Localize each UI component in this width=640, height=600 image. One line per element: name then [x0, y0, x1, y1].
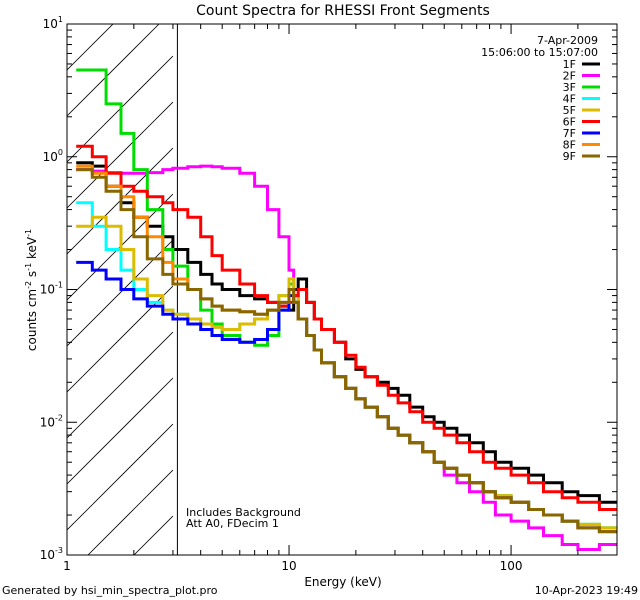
- hatch-line: [67, 24, 114, 71]
- y-tick-label: 100: [43, 148, 63, 164]
- legend-date: 7-Apr-2009: [537, 34, 598, 47]
- y-axis-label: counts cm-2 s-1 keV-1: [24, 229, 39, 351]
- hatch-line: [133, 515, 174, 555]
- footer-timestamp: 10-Apr-2023 19:49: [534, 584, 638, 597]
- y-label-part-energy: keV: [25, 236, 39, 263]
- legend-time-range: 15:06:00 to 15:07:00: [481, 46, 598, 59]
- series-6f: [76, 144, 617, 511]
- series-1f: [76, 161, 617, 504]
- legend: 7-Apr-2009 15:06:00 to 15:07:00 1F2F3F4F…: [481, 34, 600, 163]
- legend-label-8f: 8F: [563, 139, 576, 152]
- x-tick-label: 100: [500, 559, 523, 573]
- x-axis-label: Energy (keV): [304, 575, 381, 589]
- hatch-line: [67, 24, 68, 25]
- y-tick-label: 10-2: [40, 413, 63, 429]
- x-tick-label: 10: [281, 559, 296, 573]
- legend-label-4f: 4F: [563, 93, 576, 106]
- x-tick-label: 1: [63, 559, 71, 573]
- spectra-series: [76, 68, 617, 551]
- y-tick-label: 10-3: [40, 546, 63, 562]
- legend-label-1f: 1F: [563, 58, 576, 71]
- y-label-part-time: s: [25, 271, 39, 281]
- hatch-line: [87, 469, 174, 555]
- series-9f: [76, 168, 617, 534]
- legend-label-6f: 6F: [563, 116, 576, 129]
- hatch-line: [67, 423, 174, 531]
- y-label-exp-time: -1: [24, 263, 33, 271]
- series-3f: [76, 68, 617, 530]
- hatch-line: [67, 377, 174, 485]
- hatch-line: [67, 101, 174, 209]
- legend-label-5f: 5F: [563, 104, 576, 117]
- chart-title: Count Spectra for RHESSI Front Segments: [196, 3, 490, 19]
- legend-label-2f: 2F: [563, 70, 576, 83]
- legend-label-9f: 9F: [563, 150, 576, 163]
- y-tick-label: 101: [43, 15, 63, 31]
- series-4f: [76, 201, 617, 530]
- y-label-part-units: counts cm: [25, 289, 39, 351]
- annotation-background: Includes Background: [186, 506, 301, 519]
- legend-label-7f: 7F: [563, 127, 576, 140]
- y-tick-label: 10-1: [40, 281, 63, 297]
- legend-label-3f: 3F: [563, 81, 576, 94]
- y-axis-ticks: 101 100 10-1 10-2 10-3: [40, 15, 617, 562]
- annotation-attenuator: Att A0, FDecim 1: [186, 517, 279, 530]
- y-label-exp-area: -2: [24, 281, 33, 289]
- x-axis-ticks: 1 10 100: [63, 24, 618, 573]
- hatch-line: [67, 24, 160, 117]
- footer-generated-by: Generated by hsi_min_spectra_plot.pro: [2, 584, 218, 597]
- y-label-exp-energy: -1: [24, 229, 33, 237]
- excluded-region-hatch: [67, 24, 174, 555]
- hatch-line: [67, 331, 174, 439]
